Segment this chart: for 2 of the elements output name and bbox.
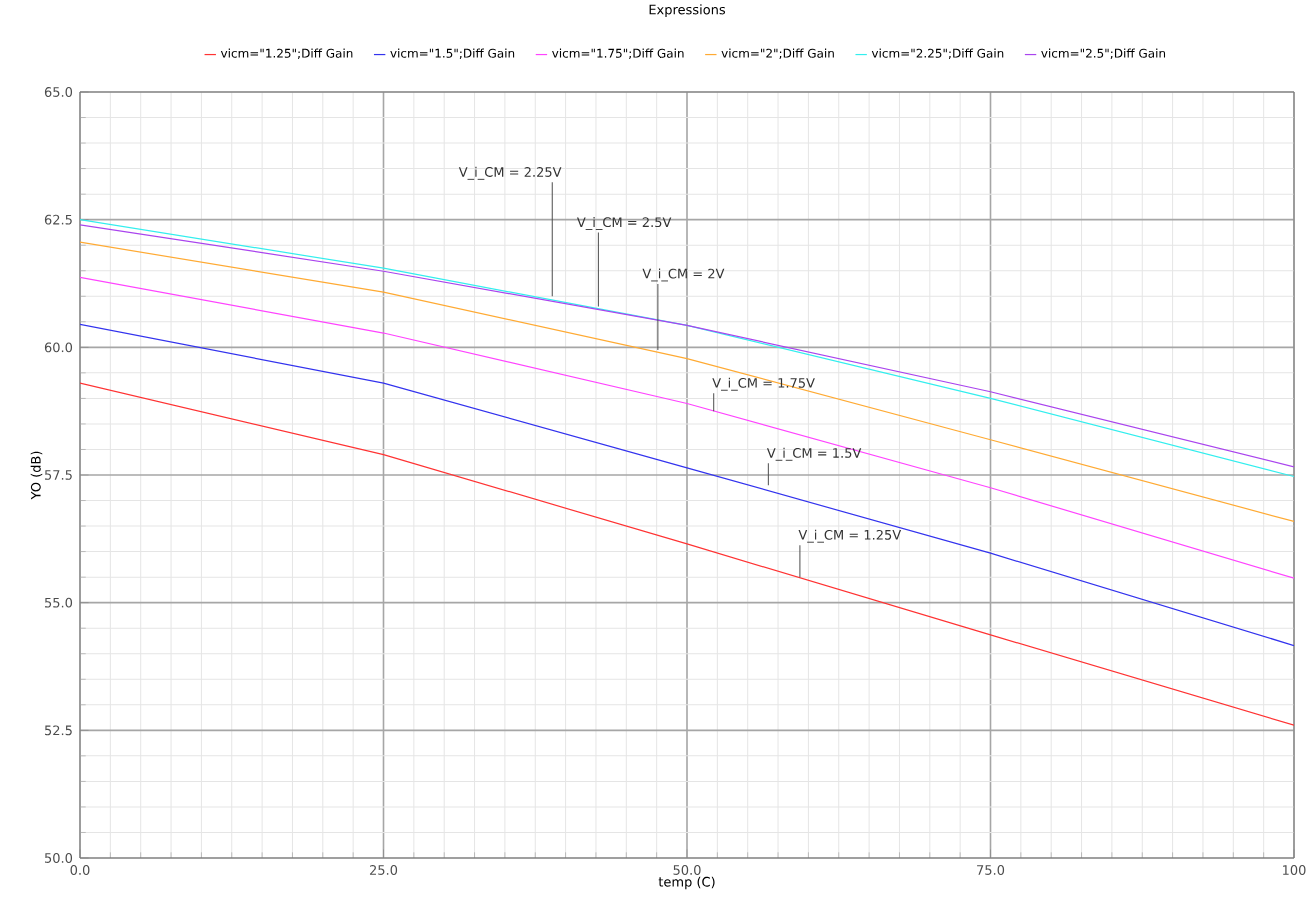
line-series bbox=[80, 241, 1294, 523]
line-series bbox=[80, 323, 1294, 647]
